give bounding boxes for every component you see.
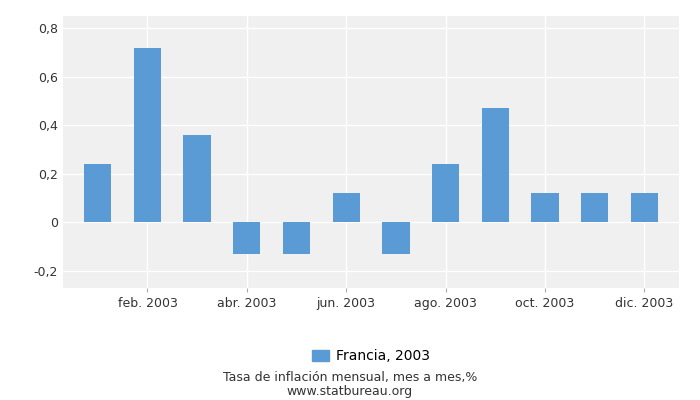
Bar — [432, 164, 459, 222]
Bar — [84, 164, 111, 222]
Bar — [631, 193, 658, 222]
Bar — [332, 193, 360, 222]
Bar — [531, 193, 559, 222]
Bar — [283, 222, 310, 254]
Bar — [134, 48, 161, 222]
Legend: Francia, 2003: Francia, 2003 — [307, 344, 435, 369]
Bar — [233, 222, 260, 254]
Bar — [581, 193, 608, 222]
Bar — [482, 108, 509, 222]
Bar — [183, 135, 211, 222]
Bar — [382, 222, 410, 254]
Text: www.statbureau.org: www.statbureau.org — [287, 386, 413, 398]
Text: Tasa de inflación mensual, mes a mes,%: Tasa de inflación mensual, mes a mes,% — [223, 372, 477, 384]
